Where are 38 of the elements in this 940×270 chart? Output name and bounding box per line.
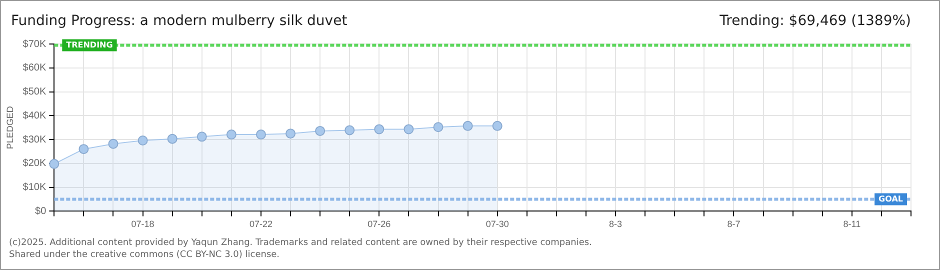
point bbox=[404, 124, 414, 134]
point bbox=[108, 138, 118, 149]
y-tick-label: $20K bbox=[22, 158, 46, 170]
text: Shared under the creative commons (CC BY-NC 3.0) license. bbox=[9, 249, 281, 261]
point bbox=[286, 128, 296, 139]
point bbox=[226, 130, 236, 140]
y-tick-label: $0 bbox=[35, 206, 47, 217]
ref-line-label: GOAL bbox=[878, 194, 904, 204]
point bbox=[433, 122, 444, 132]
point bbox=[492, 120, 502, 131]
point bbox=[315, 126, 326, 136]
text: (c)2025. Additional content provided by Yaqun Zhang. Trademarks and related content are owned by their respective companies. bbox=[9, 237, 592, 249]
y-tick-label: $70K bbox=[22, 38, 46, 50]
y-tick-label: $10K bbox=[22, 182, 46, 194]
x-tick-label: 8-7 bbox=[727, 219, 740, 230]
point bbox=[78, 144, 89, 154]
chart-subtitle: Trending: $69,469 (1389%) bbox=[720, 13, 911, 29]
point bbox=[196, 132, 207, 142]
point bbox=[49, 158, 60, 169]
chart-title: Funding Progress: a modern mulberry silk duvet bbox=[11, 13, 348, 29]
point bbox=[167, 134, 178, 144]
y-axis-title: PLEDGED bbox=[4, 106, 15, 150]
y-tick-label: $30K bbox=[22, 134, 46, 146]
ref-line-label: TRENDING bbox=[66, 40, 113, 50]
x-tick-label: 07-26 bbox=[368, 219, 391, 230]
x-tick-label: 07-30 bbox=[486, 219, 509, 230]
y-tick-label: $50K bbox=[22, 86, 46, 98]
point bbox=[256, 130, 266, 140]
x-tick-label: 8-11 bbox=[843, 219, 861, 230]
x-tick-label: 07-18 bbox=[131, 219, 154, 230]
x-tick-label: 07-22 bbox=[249, 219, 272, 230]
point bbox=[344, 125, 355, 136]
point bbox=[462, 120, 473, 131]
y-tick-label: $60K bbox=[22, 62, 46, 74]
point bbox=[138, 136, 148, 146]
point bbox=[374, 124, 384, 134]
x-tick-label: 8-3 bbox=[609, 219, 622, 230]
y-tick-label: $40K bbox=[22, 110, 46, 122]
